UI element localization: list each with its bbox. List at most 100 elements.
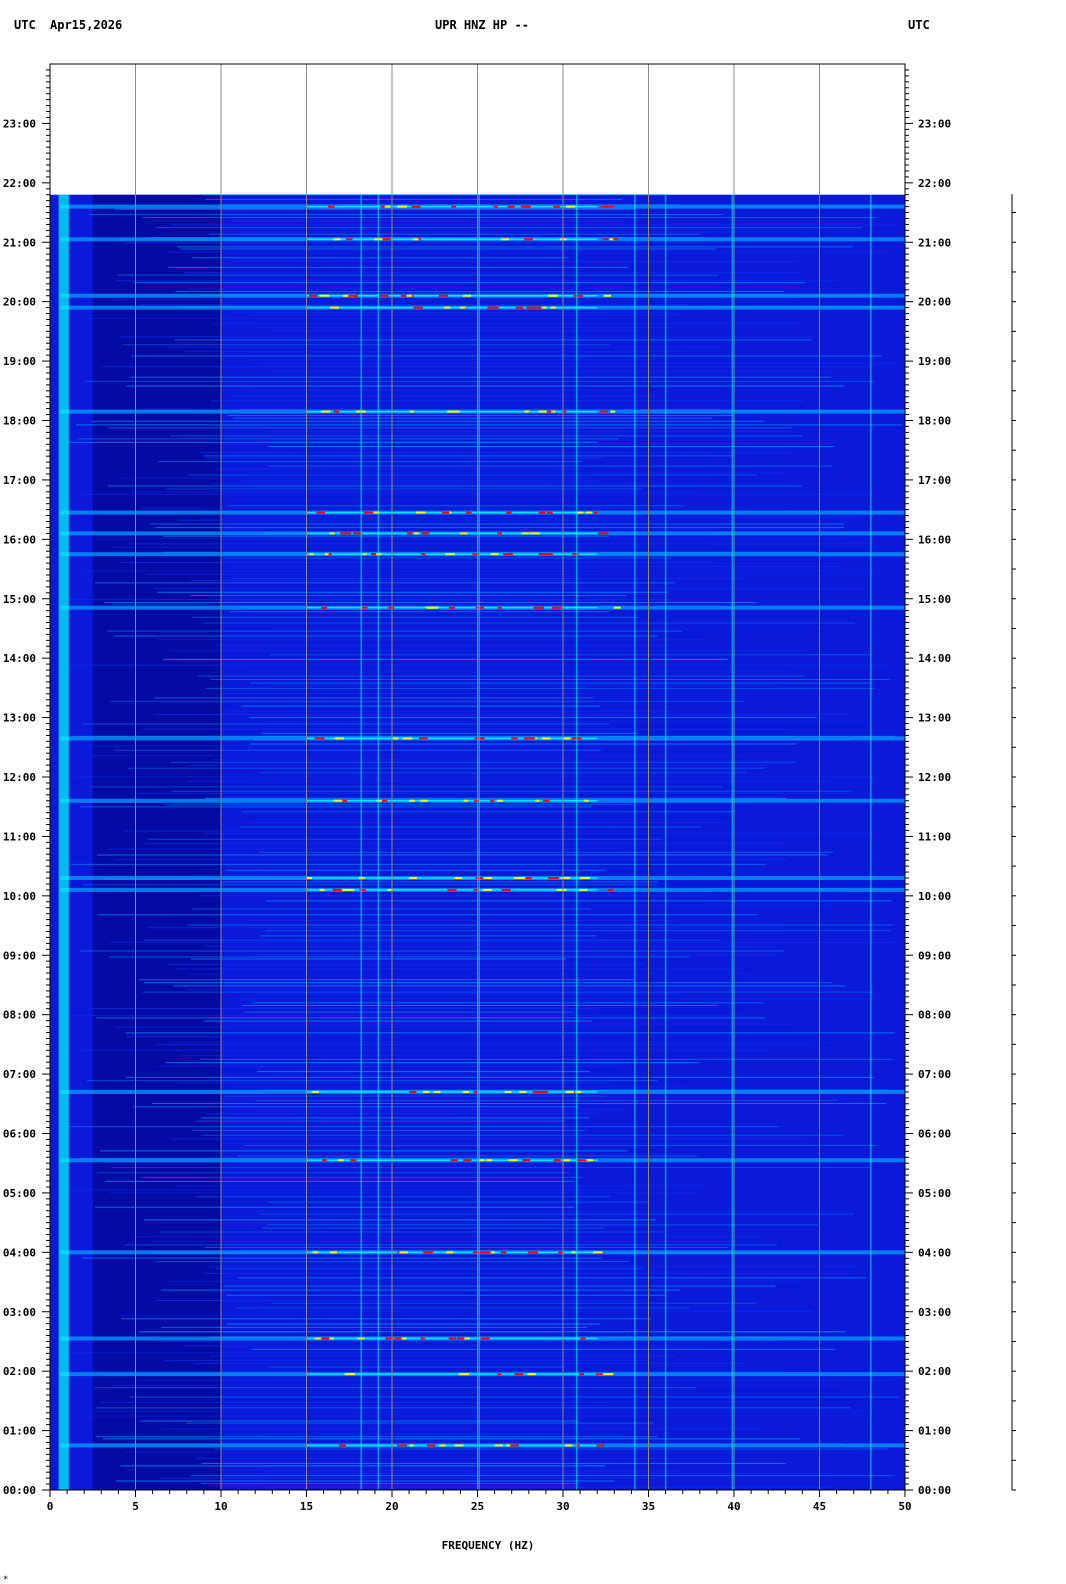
hot-spot [585,511,592,514]
hot-spot [497,606,502,609]
hot-spot [339,799,347,802]
hot-spot [350,1373,356,1376]
x-tick-label: 25 [471,1500,484,1513]
y-tick-label-right: 04:00 [918,1246,951,1259]
hot-spot [603,294,612,297]
hot-spot [382,238,389,241]
amplitude-trace-ticks [1012,212,1016,1491]
hot-spot [538,511,546,514]
hot-spot [605,1373,614,1376]
hot-spot [413,306,423,309]
hot-spot [319,294,330,297]
hot-spot [550,294,558,297]
hot-spot [532,1090,540,1093]
y-tick-label-left: 07:00 [3,1068,36,1081]
hot-spot [479,1159,485,1162]
y-tick-label-left: 19:00 [3,355,36,368]
y-tick-label-right: 10:00 [918,890,951,903]
hot-spot [602,1373,608,1376]
y-tick-label-right: 15:00 [918,593,951,606]
hot-spot [493,205,498,208]
hot-spot [560,877,571,880]
x-tick-label: 50 [898,1500,911,1513]
hot-spot [385,1337,394,1340]
x-tick-label: 30 [556,1500,569,1513]
hot-spot [609,238,617,241]
hot-spot [577,511,584,514]
hot-spot [312,1251,319,1254]
hot-spot [421,553,426,556]
hot-spot [418,737,428,740]
x-tick-label: 45 [813,1500,826,1513]
hot-spot [409,1444,414,1447]
hot-spot [553,1159,561,1162]
date-label: Apr15,2026 [50,18,123,32]
y-tick-label-right: 03:00 [918,1306,951,1319]
hot-spot [409,799,415,802]
hot-spot [387,888,393,891]
hot-spot [490,799,495,802]
hot-spot [463,799,469,802]
hot-spot [596,1444,604,1447]
hot-spot [571,737,580,740]
hot-spot [579,1373,585,1376]
hot-spot [427,1444,436,1447]
y-tick-label-left: 03:00 [3,1306,36,1319]
hot-spot [350,1159,357,1162]
hot-spot [541,737,551,740]
hot-spot [577,1159,587,1162]
hot-spot [421,532,430,535]
hot-spot [593,511,598,514]
hot-spot [329,1337,334,1340]
hot-spot [400,294,407,297]
hot-spot [441,511,450,514]
hot-spot [407,294,412,297]
y-tick-label-right: 06:00 [918,1128,951,1141]
x-tick-label: 15 [300,1500,313,1513]
y-tick-label-right: 11:00 [918,830,951,843]
hot-spot [399,1251,408,1254]
hot-spot [340,1444,346,1447]
hot-spot [541,306,547,309]
hot-spot [412,238,419,241]
hot-spot [558,1251,564,1254]
hot-spot [344,1373,354,1376]
hot-spot [480,1337,490,1340]
hot-spot [550,306,557,309]
hot-spot [537,606,544,609]
hot-spot [548,877,555,880]
hot-spot [339,888,346,891]
x-tick-label: 20 [385,1500,398,1513]
hot-spot [380,205,388,208]
hot-spot [330,306,339,309]
hot-spot [526,306,536,309]
hot-spot [600,205,610,208]
hot-spot [420,1337,425,1340]
utc-right-label: UTC [908,18,930,32]
hot-spot [311,1090,319,1093]
hot-spot [580,1337,586,1340]
y-tick-label-right: 16:00 [918,533,951,546]
hot-spot [511,737,518,740]
hot-spot [456,1337,466,1340]
hot-spot [409,410,414,413]
hot-spot [461,1373,470,1376]
hot-spot [521,532,530,535]
y-tick-label-left: 06:00 [3,1128,36,1141]
y-tick-label-right: 09:00 [918,949,951,962]
hot-spot [333,410,340,413]
y-tick-label-left: 11:00 [3,830,36,843]
hot-spot [565,1090,575,1093]
hot-spot [561,410,567,413]
hot-spot [409,1090,417,1093]
hot-spot [324,553,329,556]
hot-spot [328,205,335,208]
hot-spot [523,877,532,880]
hot-spot [607,888,613,891]
hot-spot [459,306,466,309]
hot-spot [381,799,388,802]
y-tick-label-left: 02:00 [3,1365,36,1378]
hot-spot [423,1251,433,1254]
hot-spot [519,1090,527,1093]
hot-spot [543,799,550,802]
